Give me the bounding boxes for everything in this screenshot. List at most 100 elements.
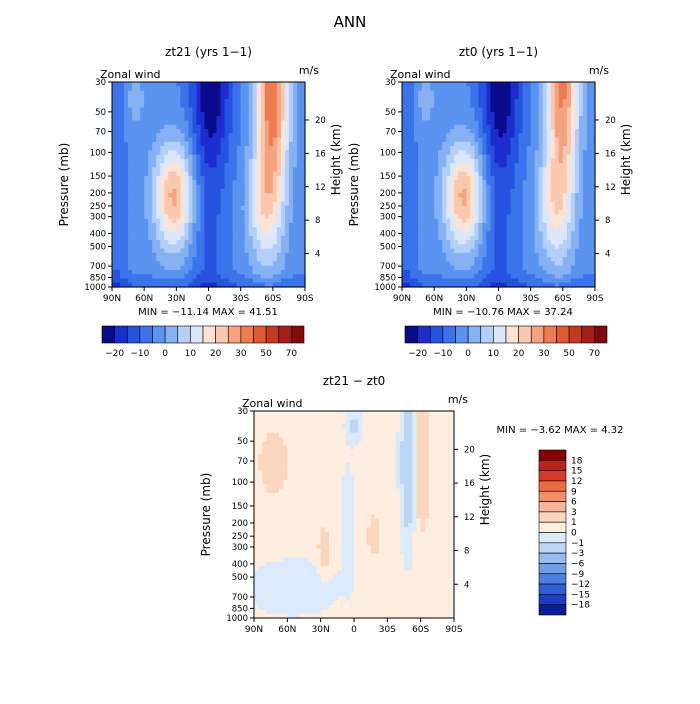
contour-cell [257,125,262,130]
contour-cell [482,197,487,202]
contour-cell [454,129,459,134]
contour-cell [402,231,407,236]
contour-cell [188,159,193,164]
contour-cell [454,244,459,249]
contour-cell [511,270,516,275]
contour-cell [261,193,266,198]
contour-cell [120,142,125,147]
contour-cell [446,82,451,87]
contour-cell [172,249,177,254]
contour-cell [132,214,137,219]
contour-cell [192,270,197,275]
contour-cell [188,219,193,224]
contour-cell [253,219,258,224]
contour-cell [511,125,516,130]
contour-cell [430,231,435,236]
contour-cell [116,231,121,236]
contour-cell [583,227,588,232]
contour-cell [132,274,137,279]
contour-cell [136,120,141,125]
contour-cell [567,202,572,207]
contour-cell [507,125,512,130]
contour-cell [410,138,415,143]
contour-cell [575,223,580,228]
contour-cell [176,223,181,228]
contour-cell [164,120,169,125]
contour-cell [262,502,267,507]
contour-cell [152,231,157,236]
contour-cell [567,103,572,108]
contour-cell [271,519,276,524]
contour-cell [414,91,419,96]
contour-cell [225,180,230,185]
contour-cell [229,172,234,177]
contour-cell [229,236,234,241]
contour-cell [156,159,161,164]
contour-cell [120,95,125,100]
contour-cell [293,172,298,177]
contour-cell [124,210,129,215]
contour-cell [454,108,459,113]
contour-cell [535,219,540,224]
contour-cell [547,214,552,219]
contour-cell [124,223,129,228]
contour-cell [494,108,499,113]
contour-cell [277,227,282,232]
contour-cell [213,236,218,241]
contour-cell [217,210,222,215]
contour-cell [474,86,479,91]
contour-cell [120,120,125,125]
contour-cell [176,172,181,177]
contour-cell [160,261,165,266]
contour-cell [450,116,455,121]
contour-cell [241,253,246,258]
contour-cell [192,129,197,134]
contour-cell [575,150,580,155]
contour-cell [539,86,544,91]
contour-cell [225,266,230,271]
contour-cell [164,253,169,258]
contour-cell [430,240,435,245]
contour-cell [245,95,250,100]
contour-cell [254,545,259,550]
contour-cell [277,223,282,228]
contour-cell [470,125,475,130]
contour-cell [132,227,137,232]
contour-cell [418,270,423,275]
contour-cell [422,210,427,215]
contour-cell [434,116,439,121]
contour-cell [297,261,302,266]
colorbar-label: −10 [130,349,149,359]
contour-cell [486,202,491,207]
contour-cell [176,240,181,245]
contour-cell [229,146,234,151]
contour-cell [478,214,483,219]
contour-cell [213,223,218,228]
contour-cell [257,176,262,181]
contour-cell [563,219,568,224]
contour-cell [204,103,209,108]
contour-cell [466,214,471,219]
contour-cell [454,167,459,172]
contour-cell [196,197,201,202]
contour-cell [527,112,532,117]
contour-cell [414,185,419,190]
contour-cell [454,210,459,215]
contour-cell [547,133,552,138]
contour-cell [494,206,499,211]
contour-cell [426,133,431,138]
contour-cell [289,227,294,232]
contour-cell [422,108,427,113]
contour-cell [196,257,201,262]
contour-cell [297,270,302,275]
y-tick-label: 300 [380,213,396,223]
contour-cell [293,108,298,113]
contour-cell [474,210,479,215]
contour-cell [128,219,133,224]
contour-cell [406,219,411,224]
contour-cell [136,274,141,279]
contour-cell [265,150,270,155]
contour-cell [204,125,209,130]
contour-cell [293,202,298,207]
contour-cell [281,185,286,190]
